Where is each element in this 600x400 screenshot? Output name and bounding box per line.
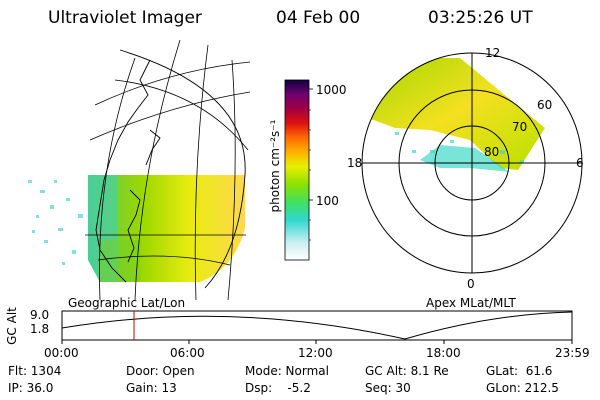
altitude-xtick-18: 18:00 [426,346,461,360]
door-status: Door: Open [126,364,195,378]
geographic-panel-label: Geographic Lat/Lon [68,296,186,310]
altitude-ylabel: GC Alt [5,307,19,345]
lat-label-60: 60 [537,98,553,112]
altitude-ytick-low: 1.8 [30,322,50,336]
polar-map [361,52,583,274]
colorbar-unit-label: photon cm⁻²s⁻¹ [268,119,282,213]
mlt-label-18: 18 [347,156,363,170]
geographic-map [28,39,251,301]
altitude-xtick-12: 12:00 [298,346,333,360]
gain-value: Gain: 13 [126,381,177,395]
ip-value: IP: 36.0 [8,381,54,395]
altitude-ytick-high: 9.0 [30,308,50,322]
colorbar [284,79,313,261]
altitude-plot [61,310,573,344]
altitude-xtick-0: 00:00 [44,346,79,360]
lat-label-70: 70 [512,120,528,134]
mlt-label-0: 0 [467,277,475,291]
colorbar-tick-100: 100 [316,194,339,208]
lat-label-80: 80 [484,145,500,159]
sequence-number: Seq: 30 [365,381,411,395]
altitude-xtick-6: 06:00 [170,346,205,360]
geographic-latitude: GLat: 61.6 [486,364,553,378]
mlt-label-6: 6 [576,156,584,170]
mode-value: Mode: Normal [245,364,329,378]
geographic-longitude: GLon: 212.5 [486,381,559,395]
dsp-value: Dsp: -5.2 [245,381,311,395]
instrument-title: Ultraviolet Imager [48,8,202,28]
colorbar-tick-1000: 1000 [316,83,347,97]
polar-panel-label: Apex MLat/MLT [426,296,516,310]
altitude-xtick-24: 23:59 [555,346,590,360]
flight-number: Flt: 1304 [8,364,62,378]
date-label: 04 Feb 00 [276,8,361,28]
time-label: 03:25:26 UT [428,8,533,28]
mlt-label-12: 12 [485,46,501,60]
gc-altitude: GC Alt: 8.1 Re [365,364,449,378]
